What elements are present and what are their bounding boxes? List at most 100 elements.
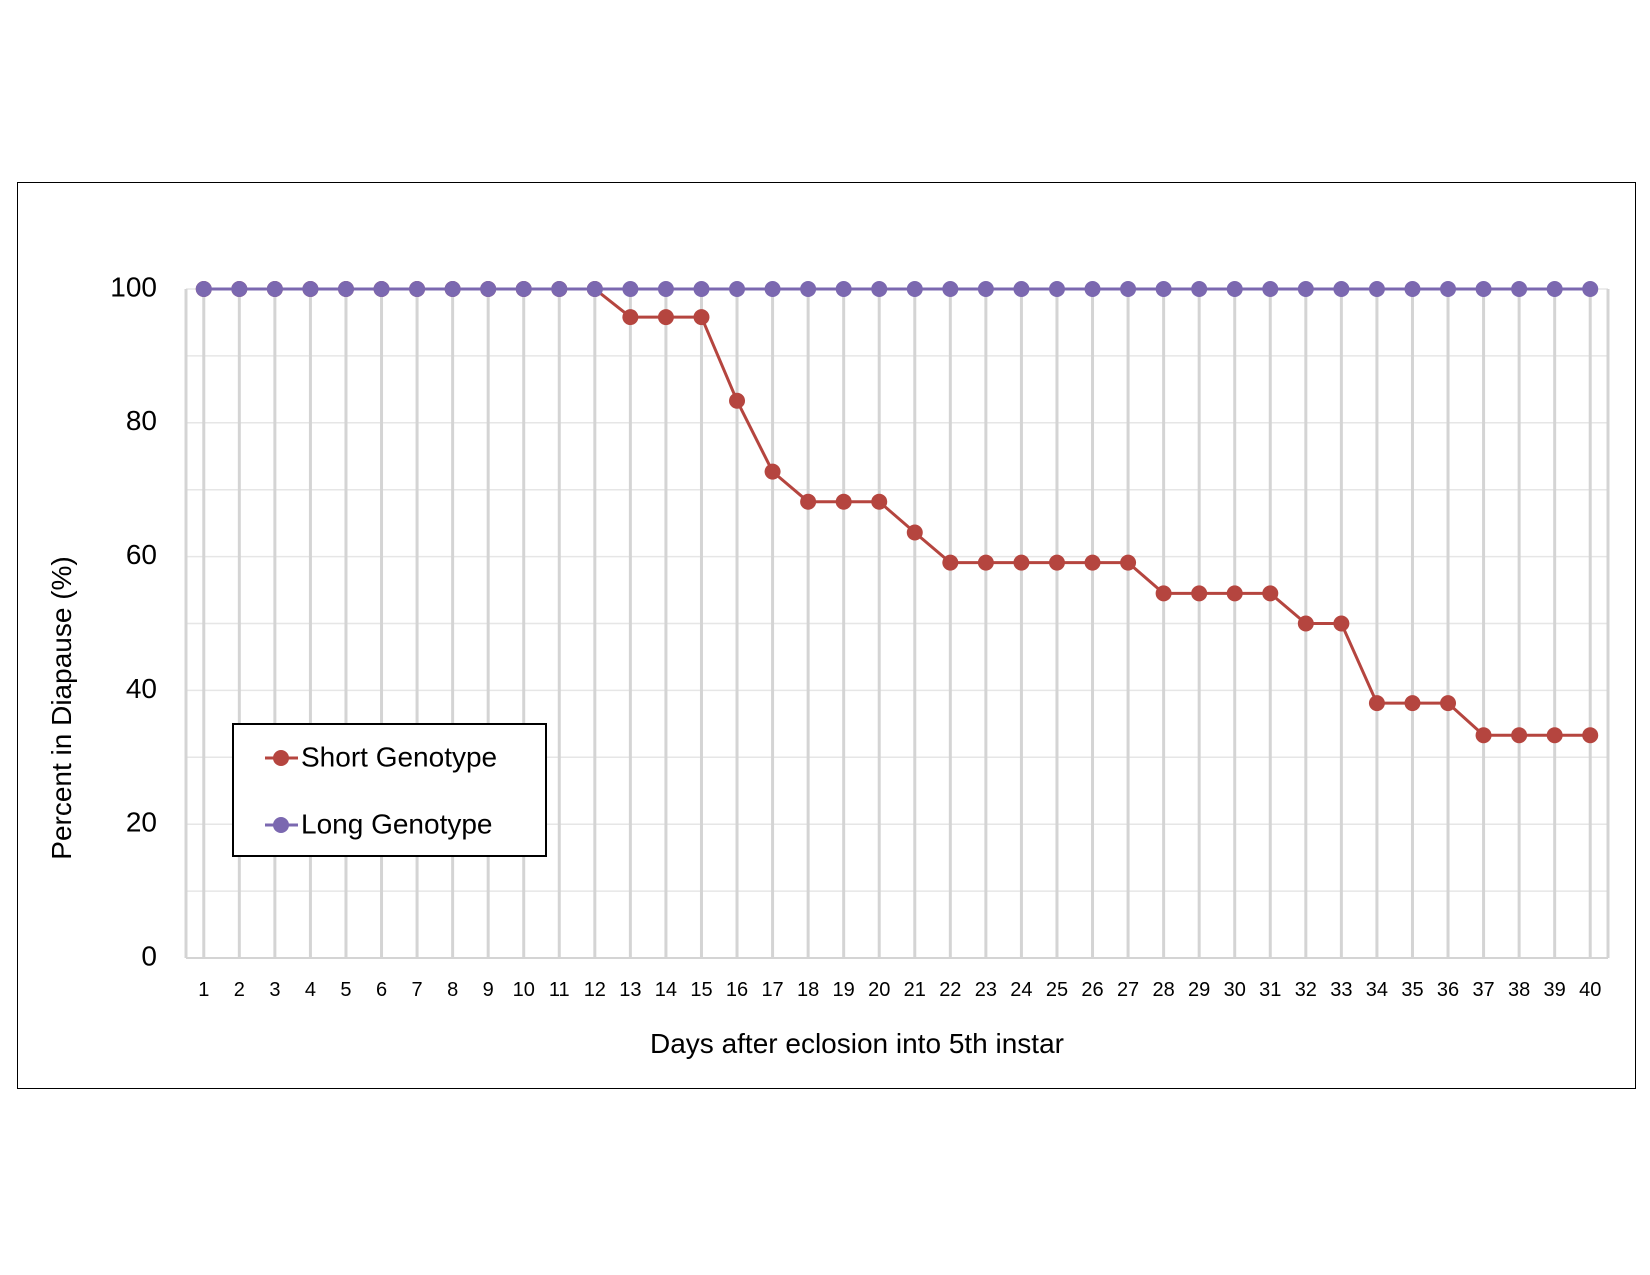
data-point-short [657, 309, 674, 326]
data-point-long [266, 281, 283, 297]
data-point-short [835, 493, 852, 510]
y-tick-label: 20 [126, 807, 157, 838]
x-tick-label: 9 [483, 979, 494, 1001]
data-point-long [764, 281, 781, 297]
data-point-long [657, 281, 674, 297]
data-point-long [1120, 281, 1137, 297]
data-point-short [1226, 585, 1243, 602]
data-point-long [302, 281, 319, 297]
data-point-long [231, 281, 248, 297]
data-point-short [1048, 554, 1065, 571]
data-point-long [871, 281, 888, 297]
grid [184, 288, 1610, 959]
data-point-long [1191, 281, 1208, 297]
legend: Short Genotype Long Genotype [232, 723, 547, 857]
x-tick-label: 40 [1579, 979, 1601, 1001]
x-tick-label: 33 [1330, 979, 1352, 1001]
legend-swatch-long-marker [273, 817, 289, 833]
x-tick-label: 16 [726, 979, 748, 1001]
data-point-short [1262, 585, 1279, 602]
data-point-long [444, 281, 461, 297]
y-axis-label: Percent in Diapause (%) [46, 556, 77, 859]
data-point-short [693, 309, 710, 326]
data-point-short [942, 554, 959, 571]
legend-item-long: Long Genotype [265, 808, 493, 839]
data-point-long [800, 281, 817, 297]
x-tick-label: 37 [1472, 979, 1494, 1001]
data-point-long [1226, 281, 1243, 297]
data-point-short [871, 493, 888, 510]
x-tick-label: 36 [1437, 979, 1459, 1001]
data-point-short [1084, 554, 1101, 571]
x-tick-label: 34 [1366, 979, 1388, 1001]
data-point-long [373, 281, 390, 297]
x-tick-label: 11 [549, 979, 570, 1001]
legend-item-short: Short Genotype [265, 741, 497, 772]
data-point-long [337, 281, 354, 297]
data-point-short [1155, 585, 1172, 602]
x-tick-label: 24 [1010, 979, 1032, 1001]
data-point-long [1440, 281, 1457, 297]
x-tick-label: 13 [619, 979, 641, 1001]
data-point-long [1582, 281, 1599, 297]
data-point-long [622, 281, 639, 297]
x-tick-label: 22 [939, 979, 961, 1001]
x-tick-label: 23 [975, 979, 997, 1001]
x-tick-label: 5 [340, 979, 351, 1001]
chart-frame [17, 182, 1636, 1089]
data-point-short [1333, 615, 1350, 632]
x-tick-label: 30 [1224, 979, 1246, 1001]
x-tick-label: 25 [1046, 979, 1068, 1001]
data-point-short [1297, 615, 1314, 632]
data-point-long [1297, 281, 1314, 297]
x-tick-label: 2 [234, 979, 245, 1001]
x-tick-label: 6 [376, 979, 387, 1001]
x-tick-label: 7 [412, 979, 423, 1001]
data-point-long [835, 281, 852, 297]
x-tick-label: 12 [584, 979, 606, 1001]
data-point-long [693, 281, 710, 297]
data-point-short [1440, 695, 1457, 712]
data-point-long [515, 281, 532, 297]
x-tick-label: 4 [305, 979, 316, 1001]
x-tick-label: 20 [868, 979, 890, 1001]
x-tick-label: 19 [833, 979, 855, 1001]
data-point-long [1333, 281, 1350, 297]
data-point-long [906, 281, 923, 297]
data-point-short [1404, 695, 1421, 712]
data-point-short [1582, 727, 1599, 744]
y-tick-label: 100 [110, 271, 157, 302]
data-point-short [729, 392, 746, 409]
legend-box [232, 723, 547, 857]
data-point-long [1155, 281, 1172, 297]
x-tick-label: 3 [269, 979, 280, 1001]
x-tick-label: 28 [1153, 979, 1175, 1001]
data-point-short [1511, 727, 1528, 744]
data-point-short [1368, 695, 1385, 712]
data-point-long [1013, 281, 1030, 297]
data-point-short [1013, 554, 1030, 571]
legend-swatch-short-marker [273, 750, 289, 766]
y-tick-label: 0 [141, 940, 157, 971]
data-point-long [1511, 281, 1528, 297]
x-tick-label: 1 [198, 979, 209, 1001]
data-point-long [729, 281, 746, 297]
legend-label-short: Short Genotype [301, 741, 497, 772]
x-tick-label: 8 [447, 979, 458, 1001]
data-point-long [1475, 281, 1492, 297]
data-point-long [942, 281, 959, 297]
data-point-long [1262, 281, 1279, 297]
data-point-long [977, 281, 994, 297]
x-tick-label: 21 [904, 979, 926, 1001]
y-tick-label: 60 [126, 539, 157, 570]
data-point-short [906, 524, 923, 541]
x-axis-label: Days after eclosion into 5th instar [650, 1028, 1064, 1059]
x-tick-label: 15 [690, 979, 712, 1001]
data-point-long [1404, 281, 1421, 297]
x-tick-label: 39 [1544, 979, 1566, 1001]
series-layer [195, 281, 1599, 744]
x-tick-label: 27 [1117, 979, 1139, 1001]
data-point-long [586, 281, 603, 297]
x-tick-label: 29 [1188, 979, 1210, 1001]
